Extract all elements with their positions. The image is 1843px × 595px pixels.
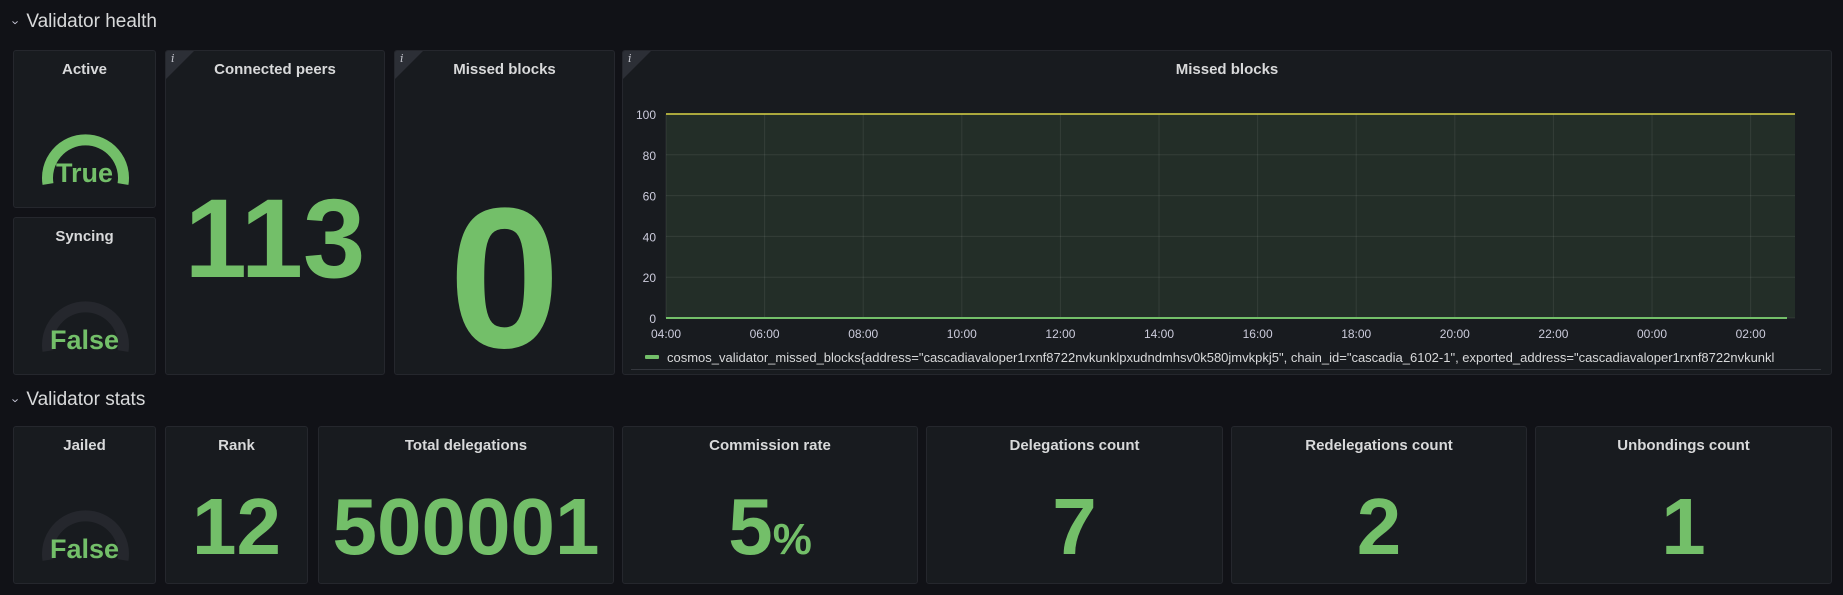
row-title-label: Validator stats [26,389,146,410]
stat-number: 5 [728,482,773,571]
x-tick-label: 22:00 [1538,327,1568,341]
gauge-value: True [55,158,114,188]
legend-swatch [645,355,659,359]
info-icon[interactable]: i [623,51,651,79]
info-icon[interactable]: i [166,51,194,79]
gauge-fill [42,134,129,185]
panel-unbondings-count[interactable]: Unbondings count 1 [1535,426,1832,584]
y-tick-label: 80 [643,149,657,163]
panel-title: Redelegations count [1305,437,1453,454]
panel-title: Syncing [55,228,114,245]
x-tick-label: 20:00 [1440,327,1470,341]
stat-value: 500001 [332,482,600,571]
panel-total-delegations[interactable]: Total delegations 500001 [318,426,614,584]
x-tick-label: 04:00 [651,327,681,341]
panel-title: Total delegations [404,437,528,454]
chevron-down-icon[interactable]: › [8,19,24,25]
gauge-active [42,134,129,185]
row-title-label: Validator health [26,11,157,32]
y-tick-label: 0 [649,312,656,326]
gauge-syncing [42,301,129,352]
y-tick-label: 100 [636,108,656,122]
info-icon[interactable]: i [395,51,423,79]
panel-jailed[interactable]: Jailed False [13,426,156,584]
panel-title: Commission rate [709,437,831,454]
stat-unit: % [772,515,812,564]
panel-title: Active [61,61,108,78]
panel-title: Jailed [63,437,106,454]
panel-title: Delegations count [1009,437,1140,454]
panel-missed-blocks-stat[interactable]: i Missed blocks 0 [394,50,615,375]
panel-title: Unbondings count [1617,437,1750,454]
gauge-track [42,301,129,352]
row-validator-stats[interactable]: › Validator stats [9,388,146,412]
legend-series-label[interactable]: cosmos_validator_missed_blocks{address="… [667,349,1775,365]
x-tick-label: 18:00 [1341,327,1371,341]
panel-delegations-count[interactable]: Delegations count 7 [926,426,1223,584]
panel-title: Connected peers [214,61,336,78]
panel-title: Missed blocks [1175,61,1279,78]
panel-syncing[interactable]: Syncing False [13,217,156,375]
x-tick-label: 10:00 [947,327,977,341]
stat-value: 2 [1356,482,1402,571]
row-validator-health[interactable]: › Validator health [9,10,157,34]
stat-value: 1 [1661,482,1706,571]
x-tick-label: 16:00 [1243,327,1273,341]
x-tick-label: 12:00 [1045,327,1075,341]
panel-active[interactable]: Active True [13,50,156,208]
x-tick-label: 14:00 [1144,327,1174,341]
x-tick-label: 00:00 [1637,327,1667,341]
x-tick-label: 08:00 [848,327,878,341]
x-tick-label: 06:00 [750,327,780,341]
panel-title: Rank [218,437,255,454]
gauge-value: False [49,325,120,355]
y-tick-label: 60 [643,190,657,204]
threshold-area [666,114,1795,318]
panel-redelegations-count[interactable]: Redelegations count 2 [1231,426,1527,584]
stat-value: 5% [623,487,917,567]
missed-blocks-chart: 0 20 40 60 80 100 04:00 06:00 08:00 10:00 12:00 14:… [636,108,1795,341]
stat-value: 0 [448,167,561,375]
panel-title: Missed blocks [453,61,556,78]
panel-commission-rate[interactable]: Commission rate 5% [622,426,918,584]
x-tick-label: 02:00 [1736,327,1766,341]
chevron-down-icon[interactable]: › [8,397,24,403]
stat-value: 12 [192,482,281,571]
y-tick-label: 20 [643,271,657,285]
panel-rank[interactable]: Rank 12 [165,426,308,584]
panel-connected-peers[interactable]: i Connected peers 113 [165,50,385,375]
gauge-jailed [42,510,129,561]
chart-legend[interactable]: cosmos_validator_missed_blocks{address="… [631,348,1831,366]
stat-value: 7 [1052,482,1097,571]
y-tick-label: 40 [643,230,657,244]
stat-value: 113 [184,176,366,301]
gauge-value: False [49,534,120,564]
legend-underline [631,369,1821,370]
gauge-track [42,510,129,561]
panel-missed-blocks-graph[interactable]: i Missed blocks 0 20 40 60 80 100 04:00 06:00 08… [622,50,1832,375]
